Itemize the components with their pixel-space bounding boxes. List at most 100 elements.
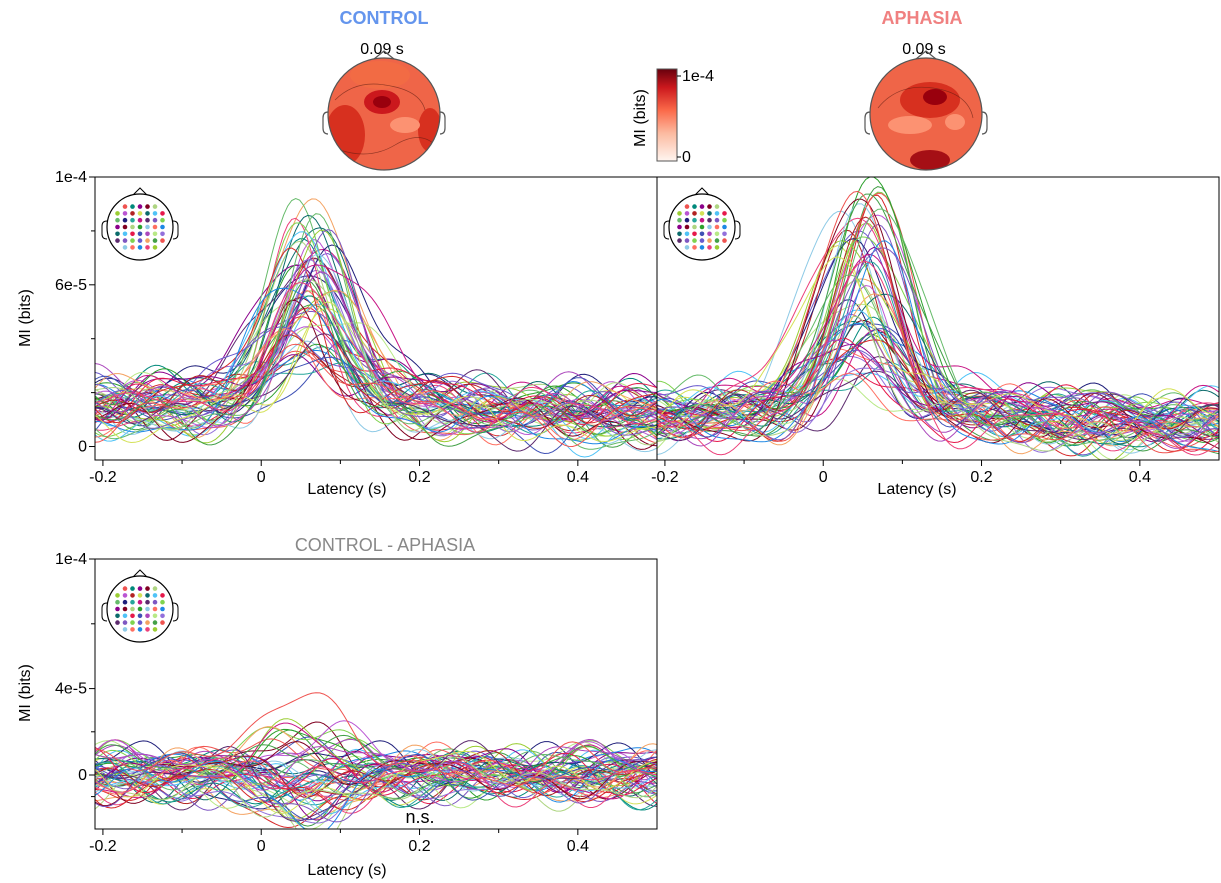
- aphasia-sensor-dot: [677, 231, 682, 237]
- aphasia-channel-line: [657, 260, 1219, 456]
- control-sensor-dot: [160, 231, 165, 237]
- aphasia-sensor-dot: [699, 224, 705, 230]
- control-sensor-dot: [130, 231, 135, 237]
- aphasia-x-tick-label: 0.4: [1129, 469, 1151, 486]
- aphasia-channel-line: [657, 378, 1219, 460]
- aphasia-sensor-dot: [714, 231, 720, 237]
- control-sensor-dot: [152, 224, 158, 230]
- control-channel-line: [95, 326, 657, 424]
- difference-sensor-dot: [122, 620, 128, 625]
- control-topomap-time: 0.09 s: [360, 41, 404, 58]
- aphasia-sensor-dot: [699, 231, 705, 237]
- control-sensor-dot: [115, 231, 120, 237]
- difference-channel-line: [95, 726, 657, 793]
- difference-sensor-dot: [115, 593, 120, 598]
- control-channel-line: [95, 213, 657, 450]
- difference-sensor-dot: [145, 586, 150, 591]
- control-sensor-dot: [145, 217, 150, 223]
- control-group-title: CONTROL: [340, 8, 429, 28]
- control-sensor-dot: [137, 245, 143, 250]
- difference-sensor-dot: [160, 613, 165, 619]
- difference-sensor-dot: [160, 593, 165, 598]
- aphasia-panel: -0.2 0 0.2 0.4: [651, 176, 1220, 486]
- control-sensor-dot: [160, 217, 165, 223]
- aphasia-sensor-dot: [684, 224, 690, 230]
- aphasia-channel-line: [657, 293, 1219, 455]
- difference-y-label: MI (bits): [17, 664, 34, 722]
- aphasia-channel-line: [657, 293, 1219, 445]
- aphasia-sensor-dot: [684, 238, 690, 243]
- difference-series-group: [95, 692, 657, 829]
- difference-significance-annotation: n.s.: [405, 807, 434, 827]
- difference-sensor-dot: [160, 599, 165, 605]
- control-sensor-dot: [122, 231, 128, 237]
- difference-channel-line: [95, 761, 657, 811]
- aphasia-sensor-dot: [722, 231, 727, 237]
- control-sensor-dot: [152, 231, 158, 237]
- difference-channel-line: [95, 753, 657, 798]
- control-sensor-dot: [130, 204, 135, 209]
- control-sensor-dot: [145, 231, 150, 237]
- aphasia-topomap: 0.09 s: [864, 41, 988, 171]
- difference-sensor-dot: [152, 586, 158, 591]
- control-channel-line: [95, 264, 657, 423]
- control-x-tick-label: 0.2: [408, 469, 430, 486]
- difference-sensor-dot: [115, 613, 120, 619]
- aphasia-channel-line: [657, 349, 1219, 438]
- difference-x-tick-label: 0.2: [408, 838, 430, 855]
- control-channel-line: [95, 214, 657, 428]
- difference-sensor-dot: [145, 599, 150, 605]
- control-channel-line: [95, 229, 657, 436]
- control-channel-line: [95, 301, 657, 444]
- aphasia-sensor-dot: [707, 231, 712, 237]
- aphasia-channel-line: [657, 356, 1219, 439]
- difference-x-tick-label: -0.2: [89, 838, 117, 855]
- aphasia-sensor-dot: [714, 238, 720, 243]
- control-y-tick-label: 1e-4: [55, 169, 87, 186]
- control-channel-line: [95, 259, 657, 433]
- control-sensor-dot: [137, 217, 143, 223]
- difference-channel-line: [95, 757, 657, 808]
- difference-y-tick-label: 1e-4: [55, 551, 87, 568]
- aphasia-sensor-dot: [714, 245, 720, 250]
- colorbar: 1e-4 0 MI (bits): [632, 68, 714, 166]
- difference-sensor-dot: [137, 606, 143, 612]
- aphasia-sensor-dot: [677, 238, 682, 243]
- difference-sensor-dot: [122, 586, 128, 591]
- difference-sensor-dot: [137, 613, 143, 619]
- aphasia-channel-line: [657, 323, 1219, 433]
- difference-channel-line: [95, 736, 657, 797]
- aphasia-x-label: Latency (s): [877, 481, 956, 498]
- control-sensor-dot: [122, 238, 128, 243]
- difference-axes-frame: [94, 558, 658, 830]
- control-sensor-dot: [115, 224, 120, 230]
- control-channel-line: [95, 322, 657, 420]
- difference-sensor-dot: [130, 599, 135, 605]
- aphasia-sensor-dot: [677, 211, 682, 216]
- difference-sensor-dot: [122, 599, 128, 605]
- aphasia-sensor-dot: [699, 217, 705, 223]
- aphasia-sensor-dot: [677, 224, 682, 230]
- difference-sensor-dot: [122, 613, 128, 619]
- control-sensor-dot: [152, 217, 158, 223]
- control-sensor-dot: [122, 224, 128, 230]
- aphasia-channel-line: [657, 256, 1219, 434]
- aphasia-sensor-dot: [714, 204, 720, 209]
- difference-channel-line: [95, 758, 657, 823]
- control-x-label: Latency (s): [307, 481, 386, 498]
- difference-x-tick-label: 0: [257, 838, 266, 855]
- control-channel-line: [95, 280, 657, 447]
- aphasia-sensor-dot: [692, 245, 697, 250]
- control-channel-line: [95, 282, 657, 433]
- difference-sensor-layout-inset: [101, 569, 179, 643]
- difference-sensor-dot: [145, 593, 150, 598]
- difference-sensor-dot: [130, 606, 135, 612]
- control-sensor-dot: [137, 211, 143, 216]
- difference-sensor-dot: [130, 627, 135, 632]
- aphasia-channel-line: [657, 203, 1219, 455]
- difference-y-tick-label: 4e-5: [55, 681, 87, 698]
- aphasia-sensor-dot: [707, 211, 712, 216]
- control-x-tick-label: 0: [257, 469, 266, 486]
- control-x-tick-label: 0.4: [567, 469, 589, 486]
